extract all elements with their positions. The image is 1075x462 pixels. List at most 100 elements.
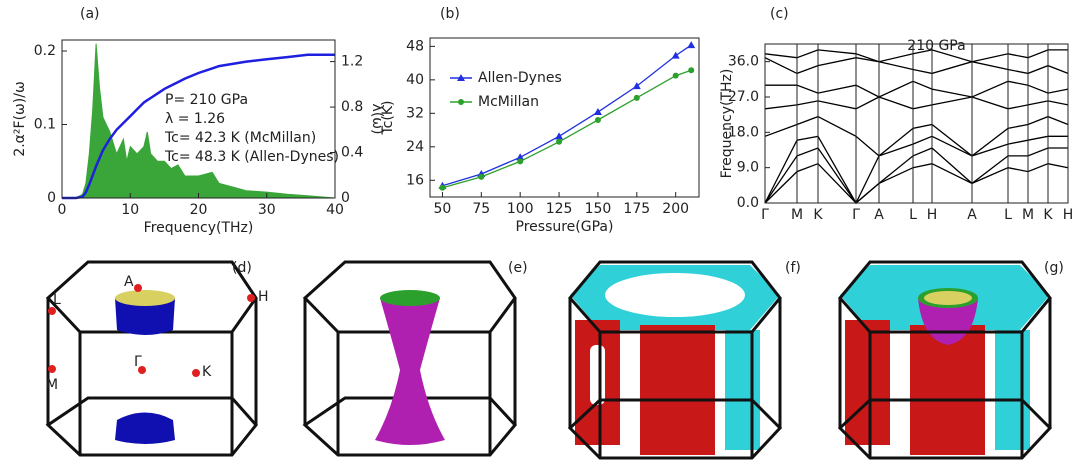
x-tick-label: K (1043, 207, 1053, 223)
x-tick-label: 100 (507, 201, 534, 217)
annotation: P= 210 GPa (165, 92, 248, 108)
plot-frame (430, 38, 699, 197)
line (765, 148, 1068, 203)
marker (673, 73, 679, 79)
y-axis-label: Frequency(THz) (719, 69, 735, 179)
hole (590, 345, 605, 405)
marker (555, 132, 563, 139)
line (765, 81, 1068, 97)
surface-top (380, 290, 440, 306)
k-label: L (53, 292, 61, 308)
x-axis-label: Frequency(THz) (144, 220, 254, 236)
hole (605, 273, 745, 317)
x-tick-label: 0 (58, 202, 67, 218)
y-tick-label: 32 (406, 105, 424, 121)
y2-tick-label: 1.2 (341, 54, 363, 70)
y-axis-label: Tc(K) (380, 101, 396, 136)
marker (634, 95, 640, 101)
x-tick-label: 50 (434, 201, 452, 217)
x-tick-label: Γ (761, 207, 769, 223)
y-tick-label: 9.0 (737, 160, 759, 176)
pocket (115, 413, 175, 445)
fermi-panel-e: (e) (305, 260, 528, 455)
y-tick-label: 40 (406, 72, 424, 88)
marker (687, 41, 695, 48)
line (765, 117, 1068, 156)
x-tick-label: 75 (472, 201, 490, 217)
line (765, 136, 1068, 203)
x-tick-label: L (1004, 207, 1012, 223)
x-tick-label: 150 (585, 201, 612, 217)
annotation: Tc= 42.3 K (McMillan) (164, 130, 316, 146)
x-tick-label: A (967, 207, 977, 223)
panel-label: (f) (785, 260, 801, 276)
panel-label: (a) (80, 6, 100, 22)
fermi-panel-g: (g) (840, 260, 1064, 458)
x-axis-label: Pressure(GPa) (516, 219, 614, 235)
marker (595, 117, 601, 123)
marker (672, 52, 680, 59)
k-label: K (202, 364, 212, 380)
panel-label: (d) (232, 260, 252, 276)
x-tick-label: 30 (258, 202, 276, 218)
line (765, 97, 1068, 109)
chart-title: 210 GPa (907, 38, 965, 54)
y2-tick-label: 0.4 (341, 145, 363, 161)
y-tick-label: 0.1 (34, 117, 56, 133)
k-label: A (124, 274, 134, 290)
line (765, 164, 1068, 203)
x-tick-label: 20 (190, 202, 208, 218)
line (442, 70, 691, 188)
cyan-surface (725, 330, 760, 450)
x-tick-label: M (791, 207, 803, 223)
chart: (b)50751001251501752001624324048Pressure… (380, 6, 699, 235)
legend-label: Allen-Dynes (478, 70, 562, 86)
k-label: M (46, 377, 58, 393)
y-tick-label: 16 (406, 172, 424, 188)
k-point (48, 307, 56, 315)
marker (478, 174, 484, 180)
marker (439, 185, 445, 191)
x-tick-label: 200 (662, 201, 689, 217)
marker (556, 139, 562, 145)
x-tick-label: 125 (546, 201, 573, 217)
fermi-panel-f: (f) (570, 260, 801, 458)
line (765, 58, 1068, 74)
annotation: Tc= 48.3 K (Allen-Dynes) (164, 149, 339, 165)
legend-label: McMillan (478, 94, 539, 110)
k-point (134, 284, 142, 292)
marker (594, 108, 602, 115)
y-tick-label: 0.0 (737, 195, 759, 211)
pocket-top (115, 290, 175, 306)
x-tick-label: 10 (121, 202, 139, 218)
y-tick-label: 0.2 (34, 43, 56, 59)
x-tick-label: A (874, 207, 884, 223)
legend-marker (458, 99, 464, 105)
y-tick-label: 36.0 (728, 54, 759, 70)
k-point (48, 365, 56, 373)
panel-label: (b) (440, 6, 460, 22)
panel-label: (e) (508, 260, 528, 276)
x-tick-label: Γ (852, 207, 860, 223)
y-tick-label: 24 (406, 139, 424, 155)
y2-tick-label: 0.8 (341, 99, 363, 115)
marker (517, 158, 523, 164)
k-label: H (258, 289, 269, 305)
figure: A L H Γ M K (d) (e) (f) (0, 0, 1075, 462)
annotation: λ = 1.26 (165, 111, 225, 127)
y-tick-label: 0 (47, 190, 56, 206)
hourglass (375, 298, 445, 445)
y2-tick-label: 0 (341, 190, 350, 206)
y-tick-label: 48 (406, 38, 424, 54)
x-tick-label: L (909, 207, 917, 223)
x-tick-label: M (1022, 207, 1034, 223)
k-point (247, 294, 255, 302)
red-surface (640, 325, 715, 455)
fermi-panel-d: A L H Γ M K (d) (46, 260, 269, 455)
marker (688, 67, 694, 73)
panel-label: (g) (1044, 260, 1064, 276)
red-surface (845, 320, 890, 445)
panel-label: (c) (770, 6, 789, 22)
